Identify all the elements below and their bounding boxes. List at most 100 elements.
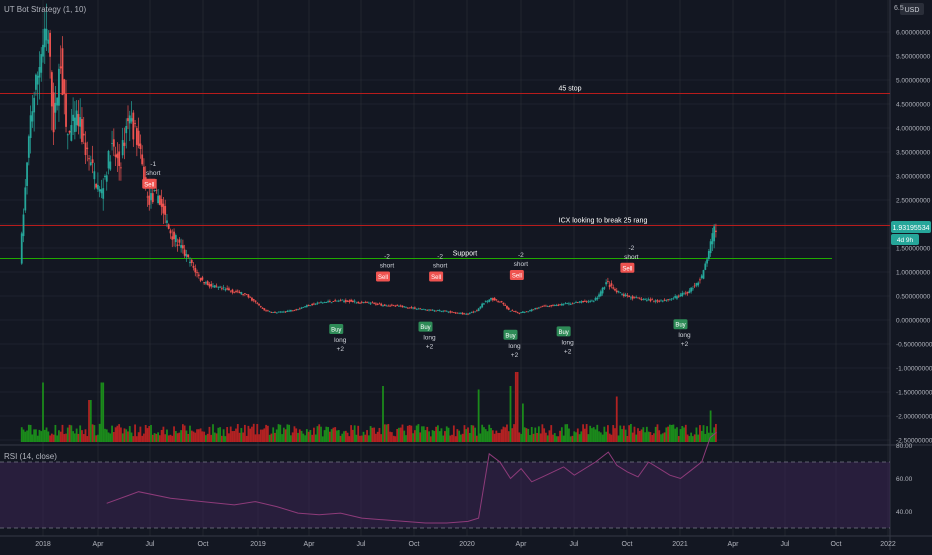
candle-body: [302, 307, 305, 308]
volume-bar: [699, 425, 701, 442]
candle-body: [79, 117, 82, 127]
volume-bar: [298, 429, 301, 442]
candle-body: [596, 297, 599, 300]
volume-bar: [201, 431, 204, 442]
volume-bar: [555, 436, 558, 442]
candle-body: [679, 294, 682, 297]
candle-body: [380, 303, 383, 306]
signal-side: short: [624, 254, 639, 261]
volume-bar: [642, 427, 645, 442]
candle-body: [483, 303, 485, 305]
volume-bar: [359, 435, 361, 442]
volume-bar: [644, 432, 646, 442]
candle-body: [118, 151, 121, 166]
candle-body: [313, 303, 315, 305]
volume-bar: [102, 382, 105, 442]
candle-body: [458, 312, 461, 314]
volume-bar: [463, 425, 466, 442]
candle-body: [461, 312, 464, 315]
volume-bar: [288, 424, 291, 442]
buy-tag-text: Buy: [675, 323, 685, 329]
candle-body: [633, 296, 636, 298]
candle-body: [229, 290, 232, 292]
candle-body: [224, 289, 227, 291]
volume-bar: [387, 423, 390, 442]
volume-bar: [408, 425, 411, 442]
volume-bar: [498, 432, 501, 442]
volume-bar: [337, 430, 340, 442]
volume-bar: [580, 431, 583, 442]
volume-bar: [180, 430, 183, 442]
volume-bar: [116, 425, 119, 442]
price-tick-label: 3.50000000: [896, 150, 931, 157]
candle-body: [242, 294, 245, 295]
volume-bar: [651, 435, 654, 442]
volume-bar: [665, 427, 668, 442]
volume-bar: [506, 424, 508, 442]
volume-bar: [61, 424, 64, 442]
candle-body: [259, 306, 262, 307]
volume-bar: [243, 424, 246, 442]
buy-signal: Buy long +2: [329, 324, 347, 353]
volume-bar: [534, 427, 537, 442]
volume-bar: [433, 430, 436, 442]
volume-bar: [670, 424, 673, 442]
candle-body: [104, 175, 106, 178]
candle-body: [281, 311, 283, 313]
volume-bar: [229, 426, 232, 442]
volume-bar: [194, 432, 197, 442]
rsi-tick-label: 80.00: [896, 443, 913, 450]
candle-body: [571, 303, 574, 305]
signal-side: short: [146, 170, 161, 177]
volume-bar: [173, 426, 175, 442]
volume-bar: [676, 427, 678, 442]
volume-bar: [401, 424, 404, 442]
volume-bar: [42, 382, 44, 442]
candle-body: [523, 311, 526, 313]
buy-tag-text: Buy: [558, 330, 568, 336]
candle-body: [111, 143, 113, 145]
volume-bar: [553, 433, 556, 442]
candle-body: [222, 287, 225, 289]
candle-body: [454, 312, 457, 314]
candle-body: [171, 236, 174, 240]
volume-bar: [458, 430, 461, 442]
candle-body: [422, 308, 425, 310]
volume-bar: [502, 426, 505, 442]
volume-bar: [514, 372, 517, 442]
volume-bar: [100, 382, 103, 442]
volume-bar: [483, 427, 485, 442]
volume-bar: [532, 433, 535, 442]
volume-bar: [52, 434, 55, 442]
volume-bar: [98, 423, 101, 442]
candle-body: [263, 308, 266, 311]
volume-bar: [26, 430, 28, 442]
candle-body: [426, 309, 429, 311]
volume-bar: [222, 429, 225, 442]
candle-body: [226, 288, 229, 290]
volume-bar: [424, 430, 427, 442]
currency-badge[interactable]: [900, 3, 924, 15]
rsi-panel: [0, 431, 890, 529]
volume-bar: [328, 431, 331, 442]
volume-bar: [587, 434, 590, 442]
candle-body: [240, 292, 243, 295]
candle-body: [42, 44, 44, 57]
volume-bar: [316, 426, 319, 442]
volume-bar: [575, 432, 577, 442]
candle-body: [375, 303, 377, 305]
volume-bar: [72, 431, 75, 442]
candle-body: [630, 297, 632, 299]
volume-bar: [415, 425, 418, 442]
candle-body: [135, 128, 138, 145]
volume-bar: [93, 425, 96, 442]
volume-bar: [426, 426, 429, 442]
volume-bar: [176, 433, 179, 442]
volume-bar: [281, 434, 283, 442]
volume-bar: [272, 427, 275, 442]
candle-body: [697, 282, 700, 286]
candle-body: [532, 309, 535, 311]
candle-body: [711, 233, 714, 245]
